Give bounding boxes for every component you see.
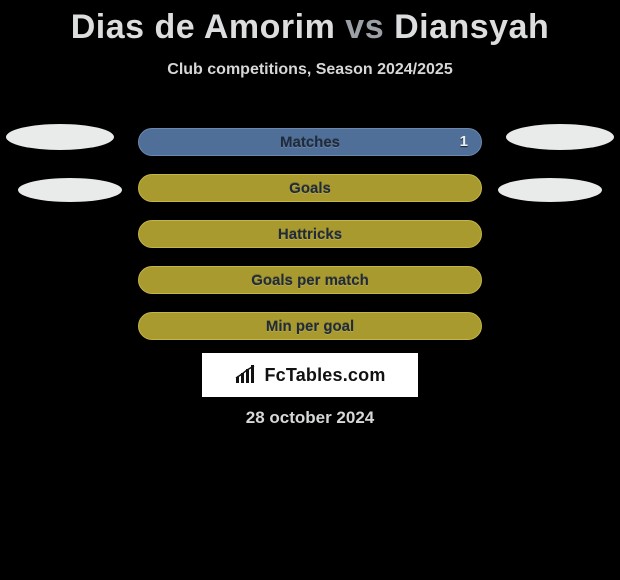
bar-chart-icon: [234, 365, 258, 385]
stat-label: Goals: [289, 180, 331, 197]
comparison-card: Dias de Amorim vs Diansyah Club competit…: [0, 0, 620, 580]
brand-text: FcTables.com: [264, 365, 385, 386]
player1-name: Dias de Amorim: [71, 8, 336, 46]
decorative-ellipse: [6, 124, 114, 150]
stat-rows: 1 Matches 1 Goals Hattricks Goals per ma…: [0, 119, 620, 349]
stat-pill: Min per goal: [138, 312, 482, 340]
stat-label: Goals per match: [251, 272, 369, 289]
stat-row: Goals per match: [0, 257, 620, 303]
stat-label: Hattricks: [278, 226, 342, 243]
stat-label: Min per goal: [266, 318, 354, 335]
stat-pill: Goals per match: [138, 266, 482, 294]
decorative-ellipse: [498, 178, 602, 202]
stat-pill: Goals: [138, 174, 482, 202]
stat-value-right: 1: [460, 128, 468, 156]
vs-label: vs: [345, 8, 384, 46]
date-label: 28 october 2024: [0, 408, 620, 428]
stat-label: Matches: [280, 134, 340, 151]
stat-row: Min per goal: [0, 303, 620, 349]
decorative-ellipse: [18, 178, 122, 202]
player2-name: Diansyah: [394, 8, 549, 46]
stat-pill: Matches: [138, 128, 482, 156]
stat-row: Hattricks: [0, 211, 620, 257]
page-title: Dias de Amorim vs Diansyah: [0, 0, 620, 47]
subtitle: Club competitions, Season 2024/2025: [0, 61, 620, 79]
stat-pill: Hattricks: [138, 220, 482, 248]
decorative-ellipse: [506, 124, 614, 150]
brand-box: FcTables.com: [202, 353, 418, 397]
